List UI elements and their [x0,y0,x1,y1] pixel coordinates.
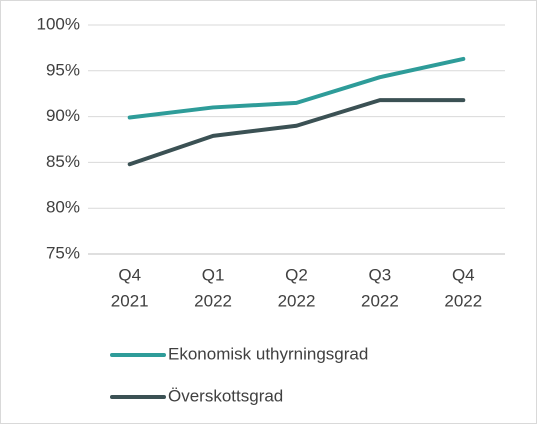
x-tick-label: 2021 [111,291,149,310]
y-tick-label: 80% [46,198,80,217]
y-tick-label: 75% [46,243,80,262]
x-tick-label: 2022 [278,291,316,310]
x-tick-label: 2022 [361,291,399,310]
x-tick-label: Q3 [369,265,392,284]
y-tick-label: 100% [37,14,80,33]
x-tick-label: Q2 [285,265,308,284]
x-tick-label: Q4 [452,265,475,284]
x-tick-label: 2022 [194,291,232,310]
series-line [127,56,466,120]
legend-label: Ekonomisk uthyrningsgrad [168,344,368,363]
y-tick-label: 95% [46,60,80,79]
y-tick-label: 85% [46,152,80,171]
series-line [127,98,466,167]
y-tick-label: 90% [46,106,80,125]
x-tick-label: Q4 [118,265,141,284]
legend-label: Överskottsgrad [168,386,283,405]
x-tick-label: Q1 [202,265,225,284]
x-tick-label: 2022 [444,291,482,310]
